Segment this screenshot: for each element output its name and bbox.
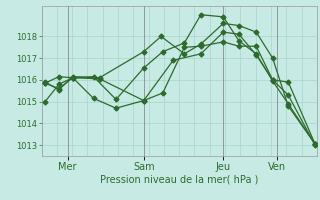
X-axis label: Pression niveau de la mer( hPa ): Pression niveau de la mer( hPa ) <box>100 174 258 184</box>
